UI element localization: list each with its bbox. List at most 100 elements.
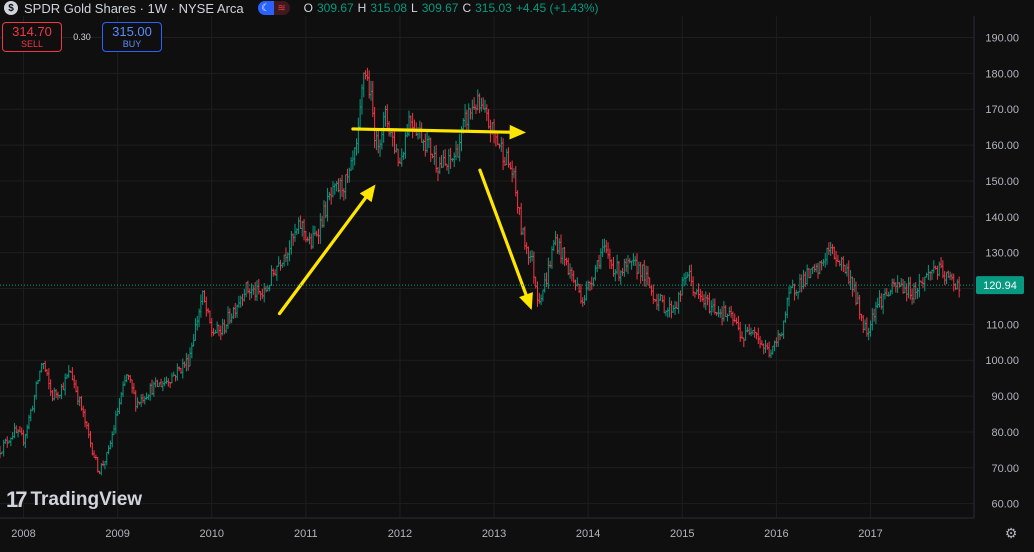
moon-icon[interactable]: ☾ — [257, 1, 274, 15]
price-bar — [436, 166, 440, 182]
y-tick-label: 150.00 — [985, 176, 1019, 188]
price-bar — [710, 300, 713, 316]
price-bar — [568, 263, 572, 279]
price-bar — [80, 396, 83, 411]
price-bar — [735, 317, 738, 325]
price-bar — [816, 262, 820, 279]
price-bar — [684, 271, 688, 286]
price-bar — [252, 285, 255, 296]
price-bar — [527, 246, 530, 265]
price-bar — [590, 276, 593, 290]
tradingview-mark-icon: 17 — [6, 487, 28, 512]
trend-arrow[interactable] — [277, 184, 376, 316]
low-label: L — [411, 1, 418, 15]
sell-button[interactable]: 314.70 SELL — [2, 22, 62, 52]
price-bar — [878, 290, 881, 308]
price-bar — [38, 370, 42, 382]
price-bar — [402, 151, 405, 160]
price-bar — [0, 445, 2, 459]
price-bar — [813, 264, 816, 273]
price-bar — [626, 255, 630, 275]
price-bar — [758, 335, 762, 349]
price-bar — [360, 84, 364, 115]
price-bar — [176, 363, 179, 381]
price-bar — [331, 181, 335, 198]
price-bar — [386, 104, 389, 130]
trend-arrows[interactable] — [277, 124, 533, 316]
price-bar — [561, 247, 565, 265]
price-bar — [720, 306, 724, 326]
price-bar — [375, 129, 378, 151]
price-bar — [141, 393, 145, 404]
y-tick-label: 170.00 — [985, 104, 1019, 116]
price-bar — [596, 260, 599, 273]
price-bar — [623, 258, 626, 277]
time-axis[interactable]: 2008 2009 2010 2011 2012 2013 2014 2015 2016 2017 — [11, 528, 882, 540]
price-axis[interactable]: 60.0070.0080.0090.00100.00110.00120.0013… — [985, 33, 1019, 511]
price-bar — [83, 408, 87, 428]
price-bar — [563, 247, 566, 267]
price-bar — [814, 263, 818, 273]
price-bar — [791, 279, 794, 288]
price-bar — [881, 293, 885, 315]
trend-arrow[interactable] — [478, 168, 533, 311]
x-tick-label: 2008 — [11, 528, 35, 540]
y-tick-label: 180.00 — [985, 68, 1019, 80]
price-bar — [210, 318, 213, 337]
price-bar — [501, 138, 505, 171]
buy-button[interactable]: 315.00 BUY — [102, 22, 162, 52]
tradingview-logo[interactable]: 17 TradingView — [6, 487, 142, 513]
price-bar — [520, 202, 523, 236]
y-tick-label: 160.00 — [985, 140, 1019, 152]
price-bar — [371, 81, 375, 118]
symbol-title[interactable]: SPDR Gold Shares · 1W · NYSE Arca — [24, 0, 244, 16]
price-bar — [429, 137, 432, 162]
price-bar — [925, 272, 928, 278]
price-bar — [914, 281, 917, 300]
price-bar — [512, 168, 516, 179]
price-bar — [668, 297, 671, 318]
price-bar — [787, 286, 791, 307]
x-tick-label: 2009 — [105, 528, 129, 540]
trend-arrow[interactable] — [351, 124, 527, 140]
price-bar — [149, 383, 152, 401]
price-bar — [259, 291, 262, 301]
price-bar — [134, 390, 137, 412]
price-bar — [105, 451, 108, 466]
symbol-icon[interactable]: $ — [4, 1, 18, 15]
price-bar — [74, 379, 78, 393]
price-bar — [601, 239, 604, 257]
x-tick-label: 2017 — [858, 528, 882, 540]
price-bar — [717, 305, 720, 318]
price-bar — [708, 292, 711, 314]
session-toggle[interactable]: ☾ ≋ — [257, 1, 290, 15]
price-bar — [798, 273, 802, 293]
price-bar — [662, 295, 666, 314]
price-bar — [597, 254, 601, 269]
price-bar — [420, 122, 423, 143]
price-bar — [731, 311, 735, 326]
price-bar — [614, 269, 617, 282]
price-bar — [62, 382, 65, 391]
price-bar — [451, 158, 454, 162]
price-bar — [194, 318, 197, 341]
settings-gear-icon[interactable]: ⚙ — [1004, 525, 1018, 541]
tradingview-wordmark: TradingView — [30, 489, 143, 510]
price-bar — [829, 241, 832, 257]
price-bar — [63, 373, 67, 396]
wave-icon[interactable]: ≋ — [273, 1, 290, 15]
price-bar — [901, 279, 905, 294]
price-bar — [809, 268, 812, 279]
price-bar — [510, 160, 514, 183]
price-bar — [18, 426, 22, 433]
price-bar — [440, 154, 443, 169]
price-bar — [320, 215, 324, 228]
x-tick-label: 2011 — [294, 528, 318, 540]
price-bar — [670, 300, 673, 319]
price-bar — [715, 311, 718, 316]
price-bar — [957, 276, 961, 298]
price-bar — [842, 256, 845, 273]
sell-label: SELL — [20, 38, 44, 49]
price-bar — [559, 234, 563, 264]
